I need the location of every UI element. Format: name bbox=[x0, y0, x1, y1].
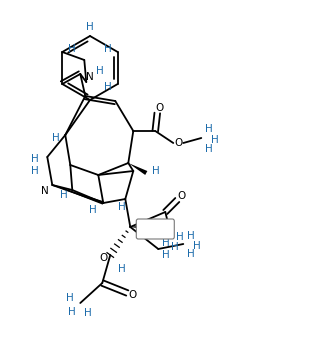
Text: H: H bbox=[60, 190, 68, 200]
Polygon shape bbox=[130, 225, 140, 228]
Text: H: H bbox=[194, 241, 201, 251]
Text: H: H bbox=[206, 124, 213, 134]
Text: H: H bbox=[158, 221, 166, 231]
Text: N: N bbox=[42, 186, 49, 196]
FancyBboxPatch shape bbox=[136, 219, 174, 239]
Text: H: H bbox=[211, 135, 219, 145]
Text: H: H bbox=[119, 264, 126, 274]
Text: H: H bbox=[89, 205, 97, 215]
Text: H: H bbox=[86, 22, 94, 32]
Text: H: H bbox=[32, 154, 39, 164]
Text: H: H bbox=[152, 166, 160, 176]
Text: H: H bbox=[187, 231, 195, 241]
Polygon shape bbox=[52, 185, 104, 205]
Text: H: H bbox=[104, 44, 112, 54]
Text: H: H bbox=[171, 242, 179, 252]
Text: H: H bbox=[96, 66, 104, 76]
Text: OAc: OAc bbox=[146, 224, 164, 233]
Text: H: H bbox=[52, 133, 60, 143]
Text: H: H bbox=[68, 307, 76, 317]
Text: H: H bbox=[176, 232, 184, 242]
Text: H: H bbox=[187, 249, 195, 259]
Text: H: H bbox=[119, 202, 126, 212]
Text: H: H bbox=[206, 144, 213, 154]
Text: H: H bbox=[32, 166, 39, 176]
Text: H: H bbox=[162, 238, 170, 248]
Text: O: O bbox=[99, 253, 108, 263]
Text: N: N bbox=[86, 72, 94, 82]
Text: H: H bbox=[84, 308, 92, 318]
Text: O: O bbox=[177, 191, 185, 201]
Text: H: H bbox=[162, 250, 170, 260]
Text: H: H bbox=[104, 82, 112, 92]
Polygon shape bbox=[128, 163, 147, 175]
Text: O: O bbox=[174, 138, 182, 148]
Text: H: H bbox=[66, 293, 74, 303]
Text: O: O bbox=[128, 290, 136, 300]
Text: O: O bbox=[155, 103, 163, 113]
Text: H: H bbox=[68, 44, 76, 54]
